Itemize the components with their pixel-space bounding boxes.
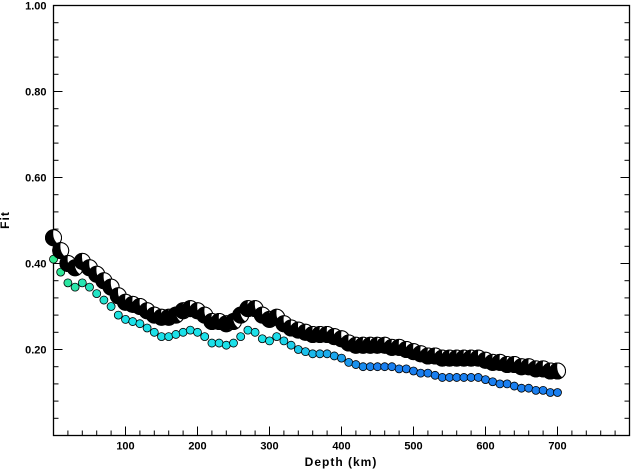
fit-dot bbox=[545, 388, 555, 397]
fit-dot bbox=[481, 375, 490, 385]
fit-dot bbox=[344, 357, 354, 367]
beachball-marker bbox=[52, 242, 70, 260]
fit-dot bbox=[92, 289, 102, 299]
fit-dot bbox=[430, 370, 440, 380]
fit-dot bbox=[85, 282, 94, 292]
fit-dot bbox=[236, 332, 246, 342]
fit-dot bbox=[538, 385, 548, 395]
fit-dot bbox=[473, 373, 483, 382]
x-tick-label: 700 bbox=[548, 441, 566, 453]
fit-dot bbox=[524, 383, 534, 393]
fit-dot bbox=[337, 353, 346, 363]
beachball-marker bbox=[45, 229, 62, 247]
beachball-dilatation bbox=[53, 229, 62, 245]
fit-dot bbox=[106, 302, 116, 311]
fit-dot bbox=[243, 325, 253, 335]
fit-dot bbox=[387, 362, 397, 372]
fit-dot bbox=[221, 340, 231, 350]
fit-dot bbox=[315, 349, 325, 359]
fit-dot bbox=[553, 388, 562, 397]
fit-dot bbox=[279, 336, 289, 346]
y-tick-label: 1.00 bbox=[25, 1, 46, 13]
x-axis-label: Depth (km) bbox=[305, 455, 378, 469]
fit-dot bbox=[265, 336, 274, 346]
fit-dot bbox=[329, 351, 339, 361]
beachball-outline bbox=[45, 229, 62, 247]
fit-dot bbox=[113, 310, 123, 320]
fit-dot bbox=[207, 338, 217, 348]
fit-dot bbox=[185, 325, 195, 335]
fit-dot bbox=[437, 373, 447, 382]
y-axis-label: Fit bbox=[0, 211, 12, 229]
fit-dot bbox=[409, 366, 418, 376]
fit-dot bbox=[272, 332, 282, 342]
fit-dot bbox=[459, 373, 469, 382]
fit-dot bbox=[495, 379, 505, 389]
fit-dot bbox=[149, 327, 159, 337]
fit-dot bbox=[164, 332, 174, 342]
fit-dot bbox=[121, 314, 130, 324]
fit-dot bbox=[171, 330, 181, 339]
y-tick-label: 0.60 bbox=[25, 173, 46, 185]
fit-dot bbox=[142, 323, 152, 333]
x-tick-label: 600 bbox=[476, 441, 494, 453]
beachball-marker bbox=[549, 362, 566, 380]
fit-dot bbox=[77, 278, 87, 288]
fit-dot bbox=[502, 379, 512, 389]
y-tick-label: 0.80 bbox=[25, 87, 46, 99]
fit-dot bbox=[293, 345, 303, 354]
fit-dot bbox=[301, 347, 310, 357]
fit-dot bbox=[509, 381, 519, 391]
fit-dot bbox=[63, 278, 73, 288]
beachball-dilatation bbox=[557, 363, 566, 378]
y-tick-label: 0.40 bbox=[25, 259, 46, 271]
fit-dot bbox=[135, 319, 145, 329]
fit-dot bbox=[193, 327, 202, 337]
fit-dot bbox=[128, 317, 138, 326]
fit-dot bbox=[351, 360, 361, 369]
fit-dot bbox=[365, 362, 375, 372]
beachball-outline bbox=[549, 362, 566, 380]
fit-dot bbox=[250, 327, 260, 337]
fit-dot bbox=[517, 383, 526, 393]
fit-dot bbox=[445, 373, 454, 382]
fit-dot bbox=[70, 282, 80, 292]
fit-dot bbox=[401, 364, 411, 374]
fit-dot bbox=[322, 349, 332, 359]
fit-dot bbox=[178, 327, 188, 337]
fit-dot bbox=[99, 295, 109, 305]
beachball-outline bbox=[52, 242, 70, 260]
x-tick-label: 200 bbox=[188, 441, 206, 453]
fit-dot bbox=[286, 340, 296, 350]
fit-dot bbox=[423, 368, 433, 378]
beachball-dilatation bbox=[60, 242, 69, 257]
x-tick-label: 500 bbox=[404, 441, 422, 453]
fit-dot bbox=[488, 377, 498, 387]
fit-dot bbox=[214, 338, 224, 348]
fit-dot bbox=[200, 332, 210, 342]
fit-dot bbox=[229, 338, 238, 348]
x-tick-label: 300 bbox=[260, 441, 278, 453]
x-tick-label: 100 bbox=[116, 441, 134, 453]
x-tick-label: 400 bbox=[332, 441, 350, 453]
fit-dot bbox=[257, 334, 267, 344]
fit-dot bbox=[373, 362, 382, 372]
y-tick-label: 0.20 bbox=[25, 345, 46, 357]
